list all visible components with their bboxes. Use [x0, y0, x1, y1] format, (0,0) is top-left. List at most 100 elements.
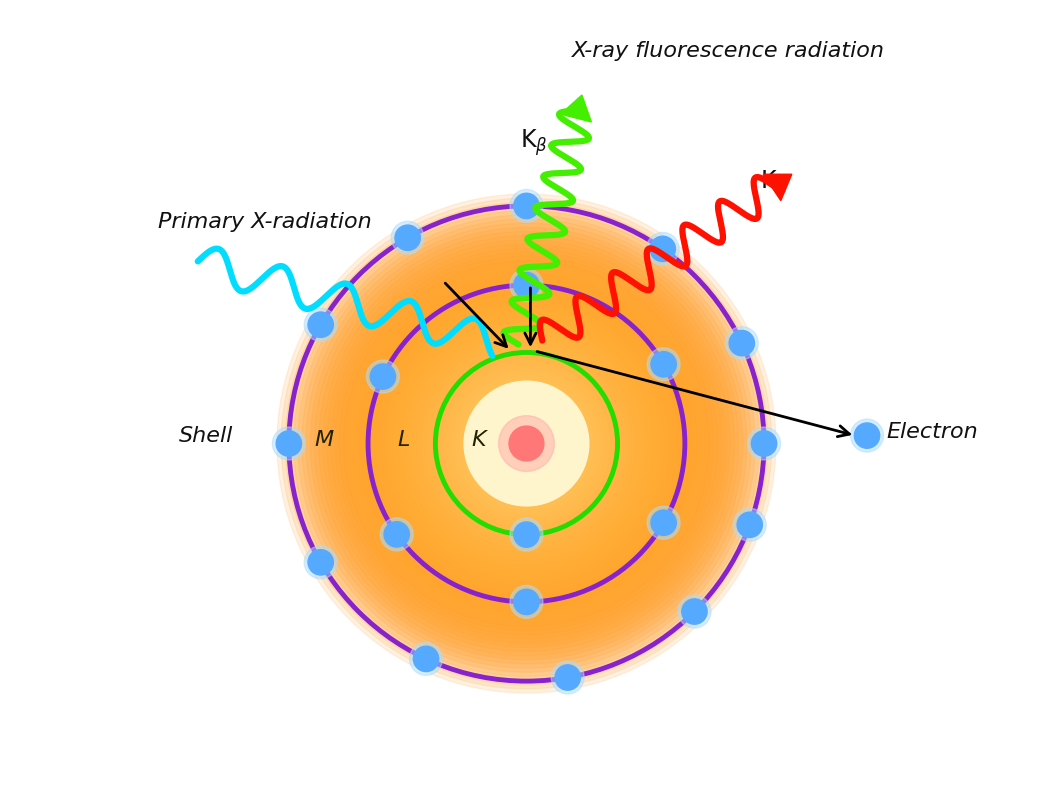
Circle shape [514, 193, 539, 219]
Circle shape [331, 248, 722, 639]
Circle shape [747, 427, 781, 460]
Circle shape [650, 236, 675, 261]
Circle shape [335, 252, 718, 635]
Circle shape [651, 352, 676, 377]
Circle shape [302, 219, 751, 668]
Circle shape [426, 344, 626, 543]
Circle shape [418, 336, 634, 551]
Circle shape [729, 330, 754, 356]
Circle shape [401, 319, 651, 569]
Circle shape [737, 512, 763, 538]
Circle shape [306, 223, 747, 664]
Circle shape [414, 646, 439, 672]
Circle shape [435, 352, 618, 535]
Circle shape [514, 272, 539, 298]
Circle shape [518, 436, 535, 451]
Circle shape [380, 518, 413, 551]
Circle shape [855, 423, 880, 448]
Circle shape [489, 406, 564, 481]
Circle shape [405, 323, 647, 564]
Text: K$_\alpha$: K$_\alpha$ [760, 169, 789, 196]
Circle shape [356, 273, 697, 614]
Circle shape [509, 426, 543, 461]
Circle shape [323, 240, 730, 647]
Circle shape [361, 277, 693, 610]
Circle shape [646, 232, 679, 265]
Circle shape [340, 257, 714, 630]
Circle shape [447, 364, 605, 523]
Circle shape [510, 518, 543, 551]
Circle shape [386, 302, 668, 584]
Circle shape [678, 595, 711, 628]
Circle shape [367, 360, 399, 393]
Circle shape [464, 381, 588, 506]
Circle shape [384, 522, 410, 547]
Circle shape [552, 661, 584, 694]
Text: K: K [471, 429, 486, 450]
Circle shape [377, 294, 676, 593]
Circle shape [298, 215, 756, 672]
Circle shape [304, 546, 338, 579]
Circle shape [397, 314, 655, 573]
Circle shape [510, 268, 543, 302]
Circle shape [431, 348, 622, 539]
Circle shape [506, 423, 548, 464]
Circle shape [522, 440, 531, 447]
Circle shape [451, 369, 601, 519]
Text: Primary X-radiation: Primary X-radiation [158, 211, 372, 232]
Circle shape [647, 348, 680, 381]
Circle shape [647, 506, 680, 539]
Text: K$_\beta$: K$_\beta$ [520, 128, 549, 158]
Circle shape [510, 427, 543, 460]
Circle shape [514, 522, 539, 547]
Circle shape [369, 286, 684, 602]
Circle shape [456, 373, 597, 514]
Circle shape [734, 508, 766, 541]
Circle shape [472, 390, 581, 497]
Circle shape [468, 386, 584, 502]
Circle shape [285, 203, 768, 684]
Polygon shape [763, 174, 792, 200]
Circle shape [370, 364, 396, 389]
Circle shape [352, 268, 701, 618]
Circle shape [485, 402, 568, 485]
Circle shape [381, 298, 672, 589]
Circle shape [514, 431, 539, 456]
Circle shape [498, 416, 554, 471]
Circle shape [751, 431, 776, 456]
Circle shape [851, 419, 883, 452]
Circle shape [308, 312, 333, 337]
Circle shape [477, 394, 577, 493]
Circle shape [514, 589, 539, 615]
Circle shape [389, 307, 664, 581]
Circle shape [464, 381, 588, 506]
Polygon shape [561, 95, 591, 122]
Circle shape [481, 398, 573, 489]
Circle shape [277, 194, 776, 693]
Circle shape [308, 550, 333, 575]
Text: M: M [315, 429, 334, 450]
Circle shape [273, 427, 305, 460]
Circle shape [344, 261, 710, 626]
Circle shape [289, 207, 764, 680]
Circle shape [410, 642, 442, 676]
Circle shape [460, 377, 593, 510]
Circle shape [365, 281, 689, 606]
Circle shape [304, 308, 338, 341]
Circle shape [310, 227, 743, 660]
Circle shape [439, 356, 613, 531]
Text: X-ray fluorescence radiation: X-ray fluorescence radiation [572, 41, 885, 62]
Circle shape [725, 326, 759, 360]
Circle shape [502, 418, 552, 468]
Circle shape [493, 410, 560, 477]
Circle shape [410, 327, 643, 560]
Text: L: L [397, 429, 410, 450]
Circle shape [315, 231, 739, 656]
Circle shape [510, 189, 543, 223]
Circle shape [373, 290, 680, 597]
Circle shape [681, 599, 707, 624]
Circle shape [327, 244, 726, 643]
Circle shape [510, 585, 543, 619]
Circle shape [555, 664, 580, 690]
Circle shape [497, 414, 556, 473]
